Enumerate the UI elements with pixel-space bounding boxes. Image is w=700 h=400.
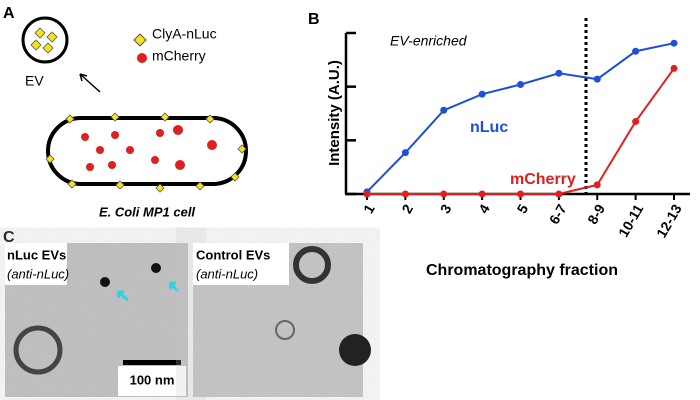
vesicle [275,320,295,340]
data-point [478,90,486,98]
legend-label: ClyA-nLuc [152,26,217,42]
caption-box [193,243,289,285]
data-point [363,190,371,198]
micrograph-title: Control EVs [196,247,270,262]
cell-proteins [45,112,247,193]
data-point [593,181,601,189]
gold-particle [151,263,161,273]
micrograph-subtitle: (anti-nLuc) [7,266,69,281]
scale-label: 100 nm [130,372,175,387]
data-point [670,64,678,72]
vesicle [13,325,63,375]
annotation: EV-enriched [390,33,468,49]
legend-swatch [133,33,147,47]
scale-bar [123,360,181,365]
data-point [555,69,563,77]
cell-mcherry [81,125,217,171]
caption-box [5,243,67,285]
x-tick-label: 4 [475,201,493,216]
vesicle [339,334,371,366]
x-tick-label: 8-9 [584,201,608,227]
y-axis-label: Intensity (A.U.) [326,60,343,166]
ev-icon [21,16,69,64]
micrograph-title: nLuc EVs [7,247,66,262]
panel-label: B [308,11,320,28]
data-point [593,75,601,83]
data-point [670,39,678,47]
legend-swatch [137,53,147,63]
x-tick-label: 6-7 [546,201,570,227]
data-point [440,106,448,114]
legend-label: mCherry [152,48,206,64]
x-axis-label: Chromatography fraction [426,262,618,279]
x-tick-label: 5 [514,201,532,216]
x-tick-label: 3 [437,201,455,216]
cell [46,116,248,186]
x-tick-label: 2 [398,201,416,216]
data-point [632,47,640,55]
micrograph-subtitle: (anti-nLuc) [196,266,258,281]
panel-label: C [3,229,15,246]
x-tick-label: 1 [360,201,378,216]
scale-box [118,366,186,396]
cell-label: E. Coli MP1 cell [99,204,195,219]
x-tick-label: 10-11 [615,201,646,240]
arrow [79,73,101,93]
data-point [401,149,409,157]
data-point [517,190,524,198]
x-tick-label: 12-13 [653,201,685,240]
data-point [632,118,640,126]
gold-particle [100,277,110,287]
series-label: mCherry [510,171,576,188]
series-line [366,42,675,193]
data-point [555,190,563,198]
data-point [440,190,448,198]
data-point [401,190,409,198]
data-point [517,81,524,89]
ev-proteins [30,27,58,54]
ev-label: EV [25,73,44,89]
data-point [478,190,486,198]
pointer [116,281,180,302]
vesicle [293,246,331,284]
panel-label: A [3,5,15,22]
series-label: nLuc [470,119,508,136]
